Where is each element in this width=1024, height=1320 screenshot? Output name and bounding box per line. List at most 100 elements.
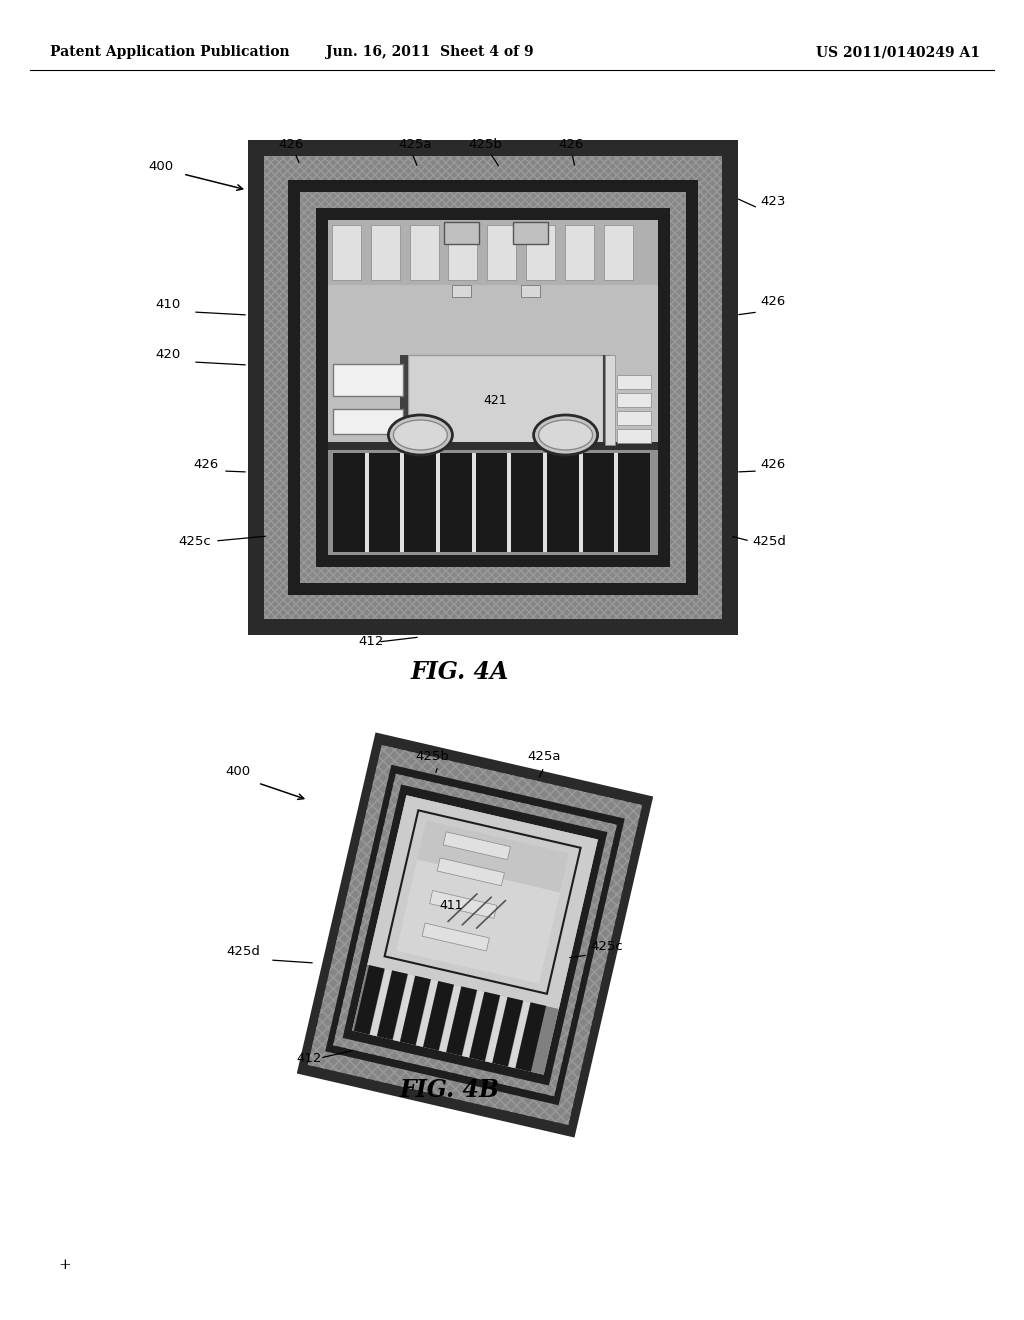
Bar [365, 453, 369, 552]
Bar [617, 393, 651, 407]
Text: 426: 426 [760, 294, 785, 308]
Text: 423: 423 [760, 195, 785, 209]
Bar [333, 453, 365, 552]
Bar [436, 453, 440, 552]
Text: 425b: 425b [468, 139, 502, 150]
Bar [328, 442, 658, 450]
Polygon shape [326, 764, 625, 1105]
Polygon shape [485, 995, 507, 1063]
Text: Patent Application Publication: Patent Application Publication [50, 45, 290, 59]
Polygon shape [416, 979, 438, 1047]
Polygon shape [308, 744, 642, 1125]
Bar [565, 224, 594, 280]
Polygon shape [377, 970, 408, 1040]
Text: Jun. 16, 2011  Sheet 4 of 9: Jun. 16, 2011 Sheet 4 of 9 [327, 45, 534, 59]
Bar [487, 224, 516, 280]
Text: 426: 426 [193, 458, 218, 471]
Bar [513, 222, 548, 244]
Polygon shape [493, 997, 523, 1067]
Bar [511, 453, 543, 552]
Bar [316, 209, 670, 568]
Polygon shape [469, 991, 500, 1061]
Text: FIG. 4B: FIG. 4B [400, 1078, 500, 1102]
Text: 425a: 425a [398, 139, 431, 150]
Ellipse shape [534, 414, 598, 455]
Polygon shape [417, 820, 569, 892]
Bar [526, 224, 555, 280]
Text: 426: 426 [558, 139, 584, 150]
Polygon shape [446, 986, 477, 1056]
Bar [333, 364, 403, 396]
Bar [400, 453, 404, 552]
Polygon shape [352, 965, 559, 1074]
Bar [440, 453, 472, 552]
Polygon shape [508, 1001, 530, 1068]
Bar [603, 355, 610, 445]
Polygon shape [333, 774, 616, 1097]
Polygon shape [430, 891, 497, 919]
Bar [410, 224, 438, 280]
Bar [543, 453, 547, 552]
Text: 425c: 425c [178, 535, 211, 548]
Bar [400, 355, 408, 445]
Bar [603, 224, 633, 280]
Bar [449, 224, 477, 280]
Ellipse shape [539, 420, 593, 450]
Text: 411: 411 [440, 899, 464, 912]
Polygon shape [515, 1002, 546, 1072]
Bar [521, 285, 540, 297]
Bar [472, 453, 476, 552]
Text: 425d: 425d [226, 945, 260, 958]
Text: 425c: 425c [590, 940, 623, 953]
Bar [300, 191, 686, 583]
Polygon shape [400, 975, 431, 1045]
Text: 425d: 425d [752, 535, 785, 548]
Polygon shape [352, 795, 598, 1074]
Polygon shape [297, 733, 653, 1138]
Bar [618, 453, 650, 552]
Bar [614, 453, 618, 552]
Text: +: + [58, 1258, 72, 1272]
Bar [408, 355, 603, 445]
Bar [579, 453, 583, 552]
Bar [264, 156, 722, 619]
Bar [583, 453, 614, 552]
Bar [371, 224, 399, 280]
Bar [288, 180, 698, 595]
Bar [264, 156, 722, 619]
Bar [617, 429, 651, 444]
Ellipse shape [393, 420, 447, 450]
Polygon shape [437, 858, 505, 886]
Text: 400: 400 [225, 766, 250, 777]
Polygon shape [343, 784, 607, 1085]
Text: 410: 410 [155, 298, 180, 312]
Bar [547, 453, 579, 552]
Bar [452, 285, 470, 297]
Bar [369, 453, 400, 552]
Bar [476, 453, 507, 552]
Text: 400: 400 [148, 160, 173, 173]
Bar [332, 224, 361, 280]
Text: 425b: 425b [415, 750, 449, 763]
Text: FIG. 4A: FIG. 4A [411, 660, 509, 684]
Bar [617, 375, 651, 389]
Polygon shape [422, 923, 489, 950]
Polygon shape [354, 965, 385, 1035]
Text: 426: 426 [760, 458, 785, 471]
Polygon shape [396, 820, 569, 983]
Bar [248, 140, 738, 635]
Text: 425a: 425a [527, 750, 560, 763]
Bar [333, 409, 403, 434]
Bar [404, 453, 436, 552]
Text: 412: 412 [358, 635, 383, 648]
Bar [328, 220, 658, 285]
Bar [507, 453, 511, 552]
Ellipse shape [388, 414, 453, 455]
Text: 426: 426 [278, 139, 303, 150]
Text: 421: 421 [483, 393, 507, 407]
Bar [605, 355, 615, 445]
Polygon shape [423, 981, 454, 1051]
Bar [328, 220, 658, 554]
Bar [617, 411, 651, 425]
Polygon shape [443, 832, 510, 859]
